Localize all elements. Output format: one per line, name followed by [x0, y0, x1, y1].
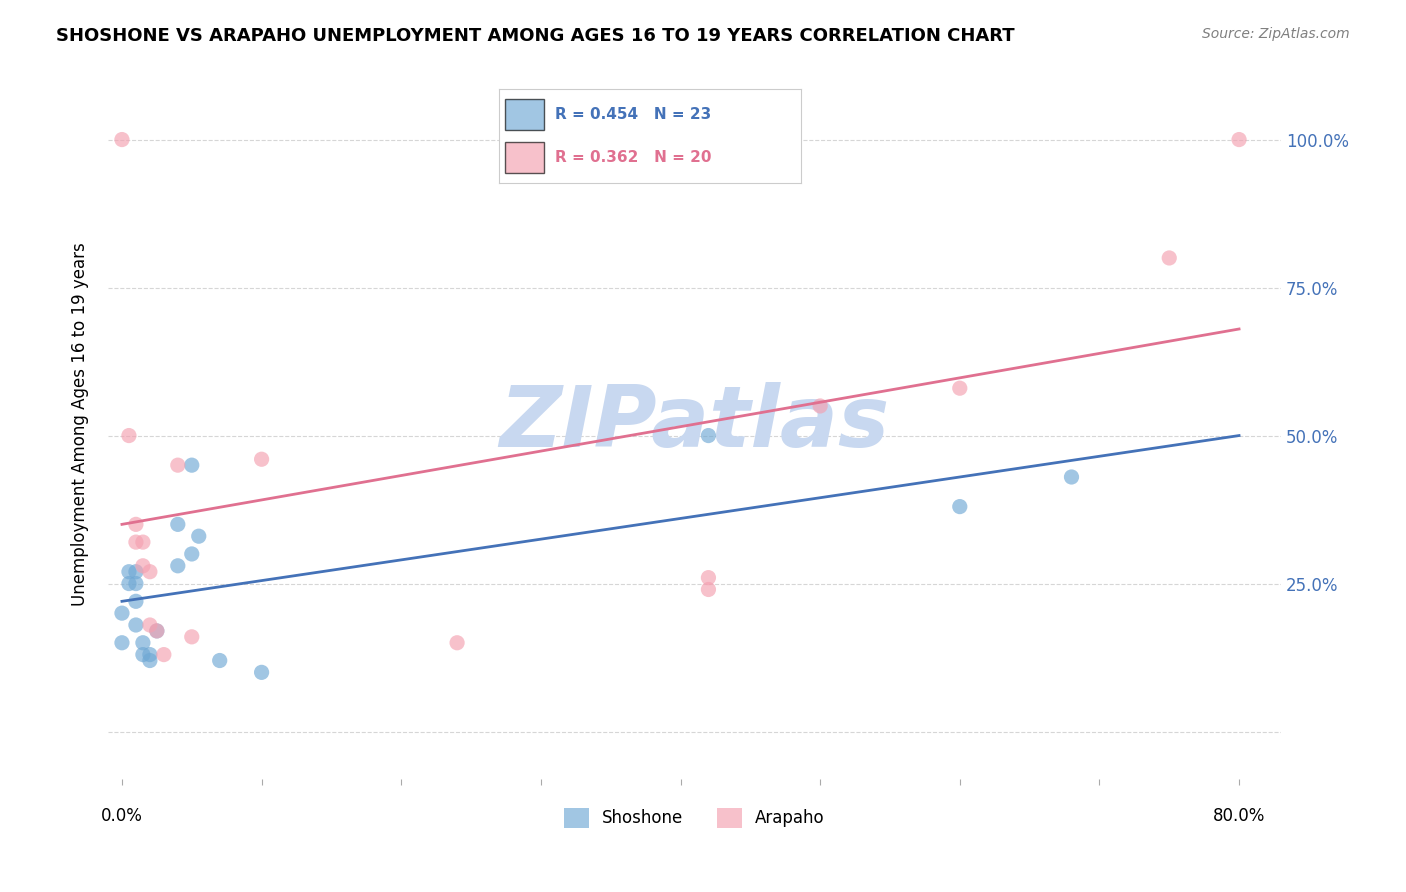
Text: SHOSHONE VS ARAPAHO UNEMPLOYMENT AMONG AGES 16 TO 19 YEARS CORRELATION CHART: SHOSHONE VS ARAPAHO UNEMPLOYMENT AMONG A… [56, 27, 1015, 45]
Point [1159, 251, 1181, 265]
Y-axis label: Unemployment Among Ages 16 to 19 years: Unemployment Among Ages 16 to 19 years [72, 242, 89, 606]
Point [118, 576, 141, 591]
Point [118, 428, 141, 442]
Point [153, 648, 176, 662]
Point [111, 636, 134, 650]
Point [949, 500, 972, 514]
Text: R = 0.454   N = 23: R = 0.454 N = 23 [555, 107, 711, 122]
Point [949, 381, 972, 395]
Point [125, 576, 148, 591]
Point [166, 458, 188, 472]
Point [697, 582, 720, 597]
Point [125, 565, 148, 579]
Point [139, 653, 162, 667]
Legend: Shoshone, Arapaho: Shoshone, Arapaho [557, 801, 831, 835]
Point [125, 594, 148, 608]
Text: 0.0%: 0.0% [101, 807, 143, 825]
Point [132, 636, 155, 650]
Point [146, 624, 169, 638]
Point [697, 571, 720, 585]
Point [111, 132, 134, 146]
Point [132, 648, 155, 662]
Text: R = 0.362   N = 20: R = 0.362 N = 20 [555, 150, 711, 165]
Point [139, 648, 162, 662]
Point [111, 606, 134, 620]
Point [125, 618, 148, 632]
Point [446, 636, 468, 650]
Point [166, 517, 188, 532]
Point [1060, 470, 1083, 484]
Point [139, 618, 162, 632]
Point [132, 535, 155, 549]
Text: 80.0%: 80.0% [1213, 807, 1265, 825]
Point [697, 428, 720, 442]
Point [118, 565, 141, 579]
Point [208, 653, 231, 667]
Point [125, 517, 148, 532]
Text: Source: ZipAtlas.com: Source: ZipAtlas.com [1202, 27, 1350, 41]
Point [250, 665, 273, 680]
FancyBboxPatch shape [505, 142, 544, 173]
Point [125, 535, 148, 549]
FancyBboxPatch shape [505, 98, 544, 130]
Point [166, 558, 188, 573]
Point [1227, 132, 1250, 146]
Point [250, 452, 273, 467]
Text: ZIPatlas: ZIPatlas [499, 382, 890, 466]
Point [146, 624, 169, 638]
Point [180, 630, 202, 644]
Point [187, 529, 209, 543]
Point [180, 547, 202, 561]
Point [139, 565, 162, 579]
Point [180, 458, 202, 472]
Point [132, 558, 155, 573]
Point [808, 399, 831, 413]
